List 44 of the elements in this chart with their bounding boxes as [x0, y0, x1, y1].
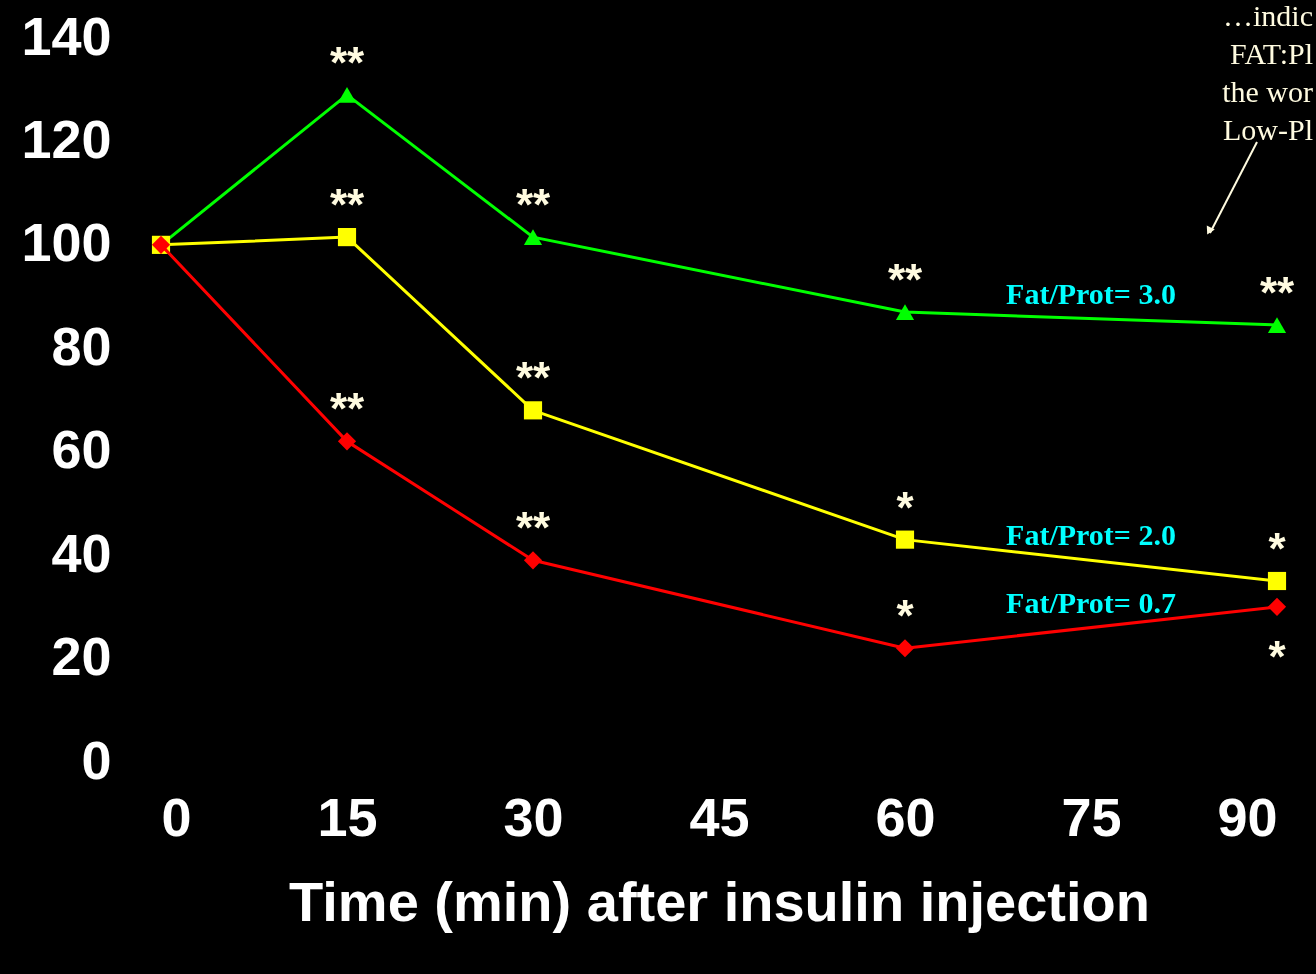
annotation: **: [515, 503, 551, 553]
point: [523, 229, 543, 245]
point: [523, 401, 543, 420]
point: [523, 551, 543, 570]
point: [337, 87, 357, 103]
series-label: Fat/Prot= 0.7: [1006, 585, 1176, 619]
annotation: **: [329, 384, 365, 434]
x-tick-label: 45: [689, 786, 750, 847]
x-tick-label: 15: [317, 786, 378, 847]
x-tick-label: 30: [503, 786, 564, 847]
y-tick-label: 80: [51, 315, 112, 376]
annotation: *: [1268, 631, 1287, 681]
point: [895, 304, 915, 320]
annotation: **: [329, 180, 365, 230]
point: [1267, 317, 1287, 333]
y-tick-label: 20: [51, 626, 112, 687]
annotation: …indic FAT:Pl the wor Low-Pl: [1222, 0, 1313, 146]
annotation: **: [1259, 268, 1295, 318]
annotation: **: [329, 37, 365, 87]
point: [895, 639, 915, 658]
y-tick-label: 60: [51, 419, 112, 480]
y-tick-label: 0: [81, 729, 112, 790]
x-tick-label: 75: [1061, 786, 1122, 847]
annotation: **: [887, 255, 923, 305]
x-tick-label: 90: [1217, 786, 1278, 847]
x-tick-label: 60: [875, 786, 936, 847]
point: [895, 530, 915, 549]
y-tick-label: 120: [21, 108, 112, 169]
x-axis-title: Time (min) after insulin injection: [289, 869, 1150, 933]
annotation: **: [515, 180, 551, 230]
series-label: Fat/Prot= 3.0: [1006, 276, 1176, 310]
x-tick-label: 0: [161, 786, 192, 847]
annotation: *: [1268, 524, 1287, 573]
point: [1267, 571, 1287, 591]
y-tick-label: 100: [21, 212, 112, 273]
y-tick-label: 40: [51, 522, 112, 583]
point: [337, 432, 357, 451]
point: [337, 228, 357, 247]
annotation: **: [515, 353, 551, 403]
annotation: *: [896, 591, 915, 641]
annotation: *: [896, 482, 915, 532]
y-tick-label: 140: [21, 5, 112, 66]
point: [1267, 597, 1287, 616]
series-label: Fat/Prot= 2.0: [1006, 518, 1176, 552]
